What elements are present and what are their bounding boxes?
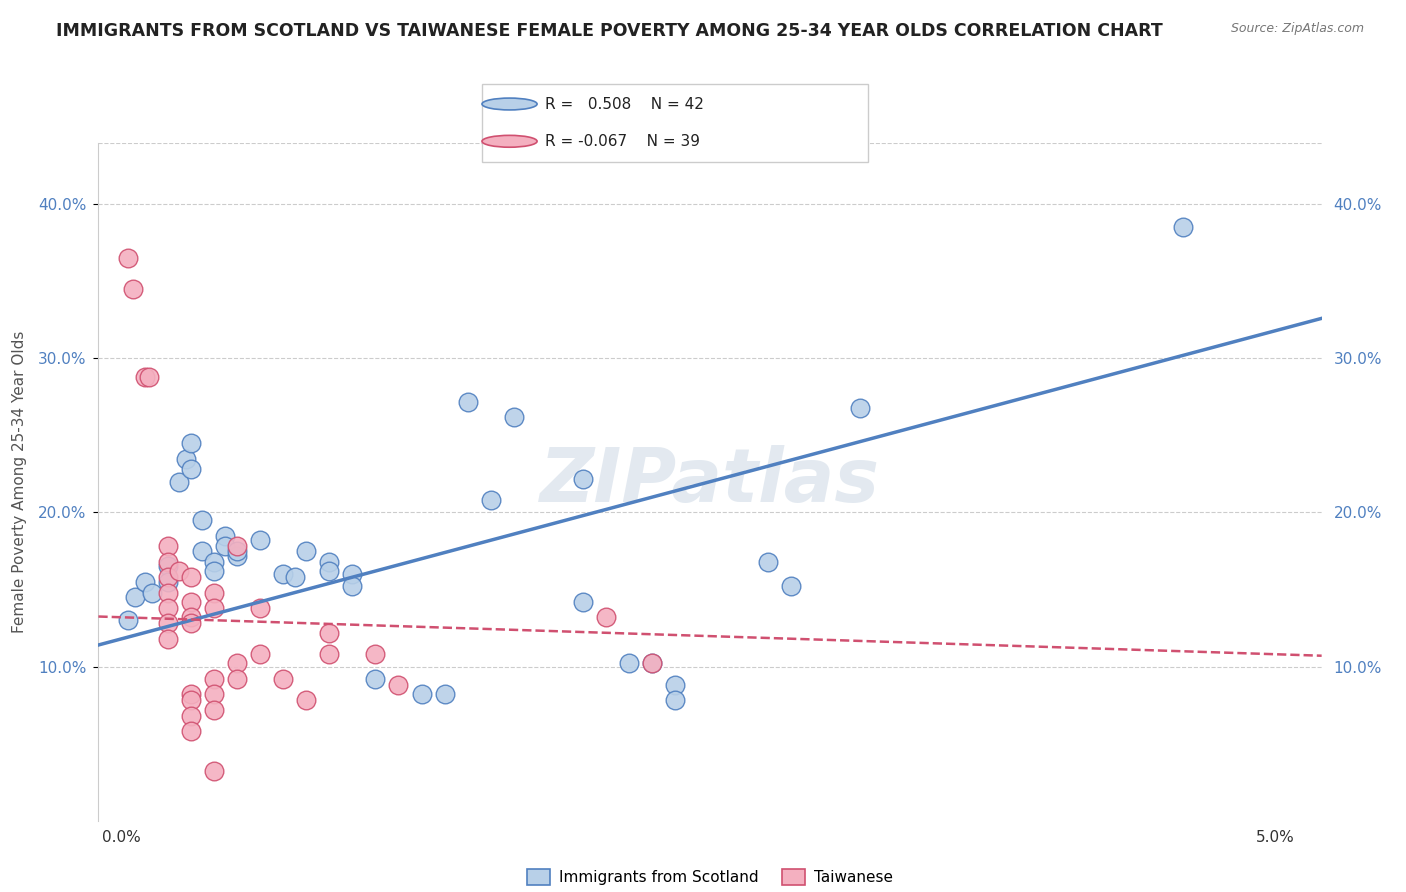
Point [156, 570, 179, 584]
Point [180, 570, 202, 584]
Point [180, 595, 202, 609]
Point [249, 533, 271, 548]
Point [411, 687, 433, 701]
Point [619, 657, 641, 671]
Point [214, 528, 236, 542]
Point [202, 764, 225, 779]
Point [156, 559, 179, 574]
Point [295, 693, 318, 707]
Circle shape [482, 98, 537, 110]
Point [180, 610, 202, 624]
Point [117, 613, 139, 627]
Point [849, 401, 872, 415]
Text: Source: ZipAtlas.com: Source: ZipAtlas.com [1230, 22, 1364, 36]
Circle shape [482, 136, 537, 147]
Point [225, 657, 247, 671]
Point [364, 647, 387, 661]
Point [664, 678, 686, 692]
Legend: Immigrants from Scotland, Taiwanese: Immigrants from Scotland, Taiwanese [522, 863, 898, 891]
Point [191, 544, 214, 558]
Text: R = -0.067    N = 39: R = -0.067 N = 39 [546, 134, 700, 149]
Point [664, 693, 686, 707]
Point [202, 601, 225, 615]
Point [156, 601, 179, 615]
FancyBboxPatch shape [482, 84, 868, 161]
Point [225, 540, 247, 554]
Point [202, 585, 225, 599]
Point [180, 462, 202, 476]
Point [202, 703, 225, 717]
Point [225, 544, 247, 558]
Point [167, 475, 190, 489]
Point [342, 567, 364, 582]
Point [1173, 220, 1195, 235]
Point [214, 540, 236, 554]
Point [180, 693, 202, 707]
Point [191, 513, 214, 527]
Point [117, 252, 139, 266]
Point [180, 616, 202, 631]
Point [141, 585, 163, 599]
Point [572, 472, 595, 486]
Point [595, 610, 617, 624]
Point [156, 540, 179, 554]
Point [202, 555, 225, 569]
Point [641, 657, 664, 671]
Point [364, 672, 387, 686]
Point [225, 672, 247, 686]
Point [202, 564, 225, 578]
Point [502, 409, 524, 424]
Point [779, 579, 801, 593]
Point [284, 570, 307, 584]
Point [156, 616, 179, 631]
Point [318, 555, 340, 569]
Text: IMMIGRANTS FROM SCOTLAND VS TAIWANESE FEMALE POVERTY AMONG 25-34 YEAR OLDS CORRE: IMMIGRANTS FROM SCOTLAND VS TAIWANESE FE… [56, 22, 1163, 40]
Y-axis label: Female Poverty Among 25-34 Year Olds: Female Poverty Among 25-34 Year Olds [13, 331, 27, 632]
Point [271, 672, 294, 686]
Point [134, 370, 156, 384]
Point [180, 724, 202, 739]
Point [202, 687, 225, 701]
Point [138, 370, 160, 384]
Point [318, 564, 340, 578]
Point [180, 709, 202, 723]
Point [479, 493, 502, 508]
Point [433, 687, 456, 701]
Point [156, 555, 179, 569]
Point [249, 601, 271, 615]
Point [572, 595, 595, 609]
Point [295, 544, 318, 558]
Point [122, 282, 145, 296]
Point [225, 549, 247, 563]
Point [180, 687, 202, 701]
Point [249, 647, 271, 661]
Point [124, 591, 146, 605]
Point [342, 579, 364, 593]
Point [271, 567, 294, 582]
Text: ZIPatlas: ZIPatlas [540, 445, 880, 518]
Point [756, 555, 779, 569]
Point [180, 436, 202, 450]
Point [174, 451, 197, 466]
Point [167, 564, 190, 578]
Point [156, 585, 179, 599]
Point [318, 647, 340, 661]
Point [641, 657, 664, 671]
Point [202, 672, 225, 686]
Point [387, 678, 409, 692]
Point [156, 632, 179, 646]
Text: R =   0.508    N = 42: R = 0.508 N = 42 [546, 96, 704, 112]
Point [457, 394, 479, 409]
Point [134, 574, 156, 589]
Point [318, 625, 340, 640]
Point [156, 574, 179, 589]
